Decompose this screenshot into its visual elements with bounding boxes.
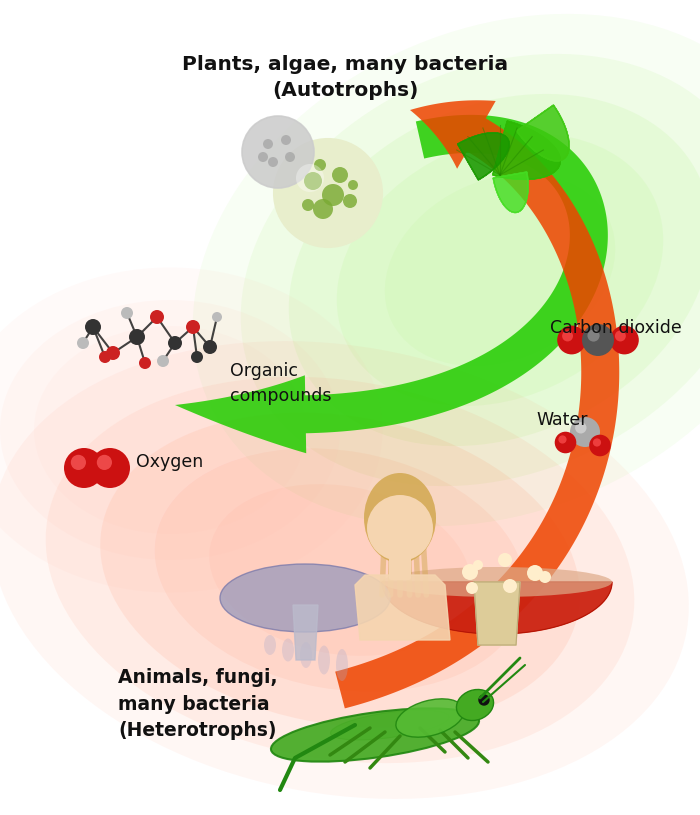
Ellipse shape xyxy=(456,689,494,720)
Circle shape xyxy=(77,337,89,349)
Circle shape xyxy=(97,455,112,470)
Circle shape xyxy=(539,571,551,583)
Ellipse shape xyxy=(330,710,449,740)
Circle shape xyxy=(186,320,200,334)
Text: Water: Water xyxy=(536,411,587,429)
Circle shape xyxy=(557,326,586,355)
Ellipse shape xyxy=(396,698,464,738)
Ellipse shape xyxy=(220,564,390,632)
Circle shape xyxy=(191,351,203,363)
Ellipse shape xyxy=(155,448,525,692)
Circle shape xyxy=(285,152,295,162)
Circle shape xyxy=(462,564,478,580)
Ellipse shape xyxy=(0,300,340,560)
Polygon shape xyxy=(494,172,528,213)
Circle shape xyxy=(332,167,348,183)
Text: Organic
compounds: Organic compounds xyxy=(230,362,332,405)
Circle shape xyxy=(348,180,358,190)
Circle shape xyxy=(587,329,600,341)
Ellipse shape xyxy=(318,645,330,675)
Ellipse shape xyxy=(289,94,700,446)
Ellipse shape xyxy=(46,377,634,763)
Ellipse shape xyxy=(193,14,700,526)
Circle shape xyxy=(466,582,478,594)
Polygon shape xyxy=(474,582,520,645)
Circle shape xyxy=(562,331,573,341)
Circle shape xyxy=(99,351,111,363)
Ellipse shape xyxy=(364,473,436,563)
Polygon shape xyxy=(293,605,318,660)
Ellipse shape xyxy=(271,708,479,762)
Circle shape xyxy=(498,553,512,567)
Circle shape xyxy=(527,565,543,581)
Text: Plants, algae, many bacteria
(Autotrophs): Plants, algae, many bacteria (Autotrophs… xyxy=(182,55,508,100)
Circle shape xyxy=(589,434,611,456)
Circle shape xyxy=(90,448,130,488)
Circle shape xyxy=(479,695,489,705)
Ellipse shape xyxy=(337,134,663,406)
Circle shape xyxy=(203,340,217,354)
Polygon shape xyxy=(355,575,450,640)
Circle shape xyxy=(242,116,314,188)
Circle shape xyxy=(473,560,483,570)
Text: Oxygen: Oxygen xyxy=(136,453,203,471)
Ellipse shape xyxy=(0,341,689,799)
Ellipse shape xyxy=(34,326,306,534)
Circle shape xyxy=(314,159,326,171)
Circle shape xyxy=(64,448,104,488)
Circle shape xyxy=(85,319,101,335)
Circle shape xyxy=(281,135,291,145)
FancyBboxPatch shape xyxy=(389,556,411,580)
Circle shape xyxy=(150,310,164,324)
Circle shape xyxy=(304,172,322,190)
Circle shape xyxy=(71,455,86,470)
Polygon shape xyxy=(335,100,620,708)
Circle shape xyxy=(615,331,626,341)
Circle shape xyxy=(212,312,222,322)
Ellipse shape xyxy=(241,54,700,486)
Text: Carbon dioxide: Carbon dioxide xyxy=(550,319,682,337)
Circle shape xyxy=(570,417,600,447)
Ellipse shape xyxy=(336,649,348,681)
Circle shape xyxy=(106,346,120,360)
Ellipse shape xyxy=(264,635,276,655)
Ellipse shape xyxy=(300,642,312,668)
Ellipse shape xyxy=(209,484,471,656)
Ellipse shape xyxy=(0,267,382,593)
Circle shape xyxy=(343,194,357,208)
Circle shape xyxy=(610,326,639,355)
Circle shape xyxy=(258,152,268,162)
Circle shape xyxy=(313,199,333,219)
Polygon shape xyxy=(458,133,509,180)
Polygon shape xyxy=(517,105,569,161)
Circle shape xyxy=(367,495,433,561)
Polygon shape xyxy=(175,115,608,453)
Circle shape xyxy=(274,139,382,247)
Circle shape xyxy=(296,164,324,192)
Circle shape xyxy=(168,336,182,350)
Ellipse shape xyxy=(382,567,612,597)
Circle shape xyxy=(263,139,273,149)
Circle shape xyxy=(503,579,517,593)
Circle shape xyxy=(554,432,576,453)
Circle shape xyxy=(322,184,344,206)
Circle shape xyxy=(302,199,314,211)
Text: Animals, fungi,
many bacteria
(Heterotrophs): Animals, fungi, many bacteria (Heterotro… xyxy=(118,668,277,740)
Polygon shape xyxy=(493,121,560,179)
Circle shape xyxy=(582,324,614,356)
Ellipse shape xyxy=(385,174,615,366)
Circle shape xyxy=(575,422,587,434)
Circle shape xyxy=(139,357,151,369)
Circle shape xyxy=(129,329,145,345)
Circle shape xyxy=(157,355,169,367)
Ellipse shape xyxy=(100,412,580,727)
Circle shape xyxy=(593,438,601,447)
Circle shape xyxy=(559,435,566,443)
Circle shape xyxy=(268,157,278,167)
Circle shape xyxy=(121,307,133,319)
Polygon shape xyxy=(382,582,612,634)
Ellipse shape xyxy=(282,638,294,662)
